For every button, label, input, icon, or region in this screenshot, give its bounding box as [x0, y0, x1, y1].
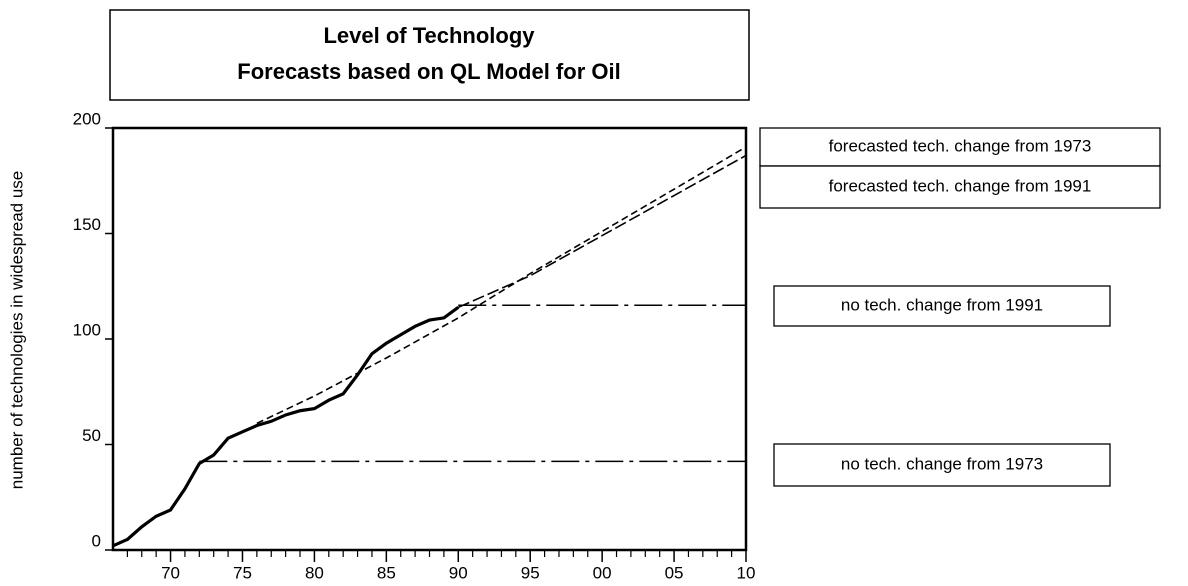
legend-label: no tech. change from 1991	[841, 295, 1043, 314]
x-tick-label: 00	[593, 563, 612, 582]
x-tick-label: 75	[233, 563, 252, 582]
x-tick-label: 85	[377, 563, 396, 582]
y-tick-label: 100	[73, 320, 101, 339]
y-axis-label: number of technologies in widespread use	[7, 171, 26, 489]
x-tick-label: 10	[737, 563, 756, 582]
y-tick-label: 50	[82, 426, 101, 445]
legend-label: no tech. change from 1973	[841, 454, 1043, 473]
series-line	[256, 146, 747, 425]
series-line	[457, 154, 747, 309]
chart-title: Level of Technology	[323, 23, 535, 48]
x-tick-label: 70	[161, 563, 180, 582]
y-tick-label: 0	[92, 531, 101, 550]
x-tick-label: 05	[665, 563, 684, 582]
legend-label: forecasted tech. change from 1973	[829, 136, 1092, 155]
legend-box	[759, 165, 1161, 209]
legend-box	[773, 443, 1111, 487]
x-tick-label: 95	[521, 563, 540, 582]
title-box	[109, 9, 750, 101]
legend-label: forecasted tech. change from 1991	[829, 176, 1092, 195]
x-tick-label: 80	[305, 563, 324, 582]
x-tick-label: 90	[449, 563, 468, 582]
legend-box	[773, 285, 1111, 327]
y-tick-label: 200	[73, 109, 101, 128]
series-line	[112, 306, 460, 548]
chart-subtitle: Forecasts based on QL Model for Oil	[237, 59, 620, 84]
y-tick-label: 150	[73, 215, 101, 234]
plot-frame	[111, 126, 748, 552]
